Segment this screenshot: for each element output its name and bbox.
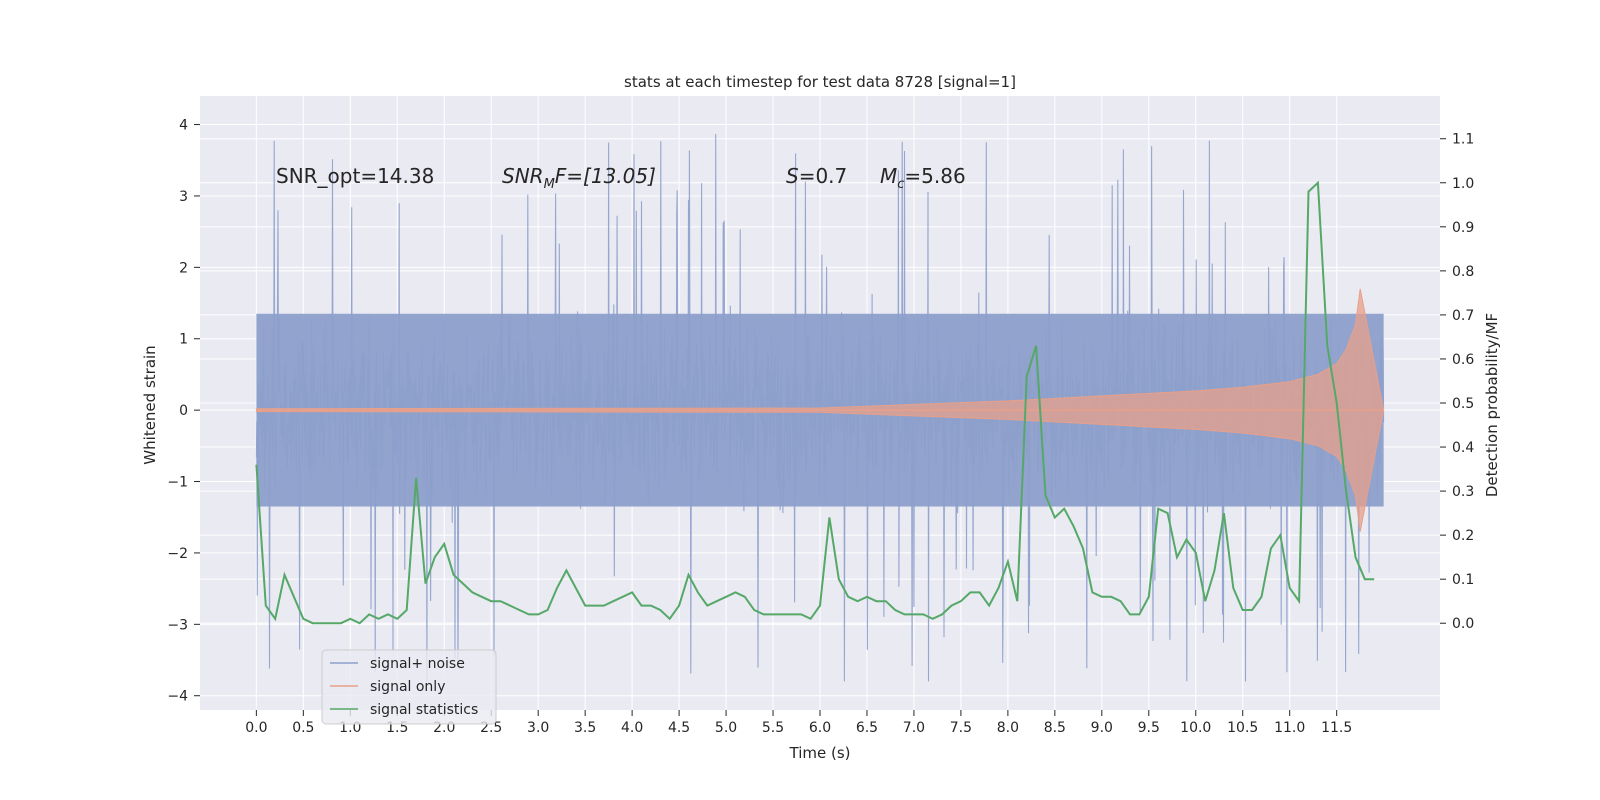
signal-noise-line (255, 133, 1385, 682)
signal-statistics-series (255, 180, 1375, 625)
x-tick-label: 8.5 (1044, 720, 1066, 736)
annotation-snr-opt: SNR_opt=14.38 (276, 164, 434, 188)
annotation-s: S=0.7 (786, 164, 847, 188)
y-right-tick-label: 0.9 (1452, 220, 1474, 236)
signal-statistics-line (255, 180, 1375, 625)
legend-box (321, 649, 497, 725)
x-tick-label: 5.5 (762, 720, 784, 736)
x-tick-label: 10.0 (1180, 720, 1211, 736)
annotation-snr-mf-subscript: M (544, 177, 555, 192)
x-tick-label: 9.0 (1091, 720, 1113, 736)
annotation-s-value: =0.7 (799, 164, 848, 188)
y-right-tick-label: 1.1 (1452, 132, 1474, 148)
y-right-tick-label: 0.1 (1452, 572, 1474, 588)
x-tick-label: 5.0 (715, 720, 737, 736)
legend: signal+ noise signal only signal statist… (321, 649, 497, 725)
y-right-tick-label: 0.8 (1452, 264, 1474, 280)
y-left-tick-label: −3 (167, 617, 188, 633)
annotation-snr-mf-symbol: SNR (502, 164, 544, 188)
y-left-tick-label: −2 (167, 546, 188, 562)
x-tick-label: 11.5 (1321, 720, 1352, 736)
y-left-tick-label: 2 (179, 260, 188, 276)
y-axis-left-label: Whitened strain (141, 345, 159, 464)
legend-label-signal-noise: signal+ noise (370, 656, 465, 672)
x-axis-label: Time (s) (789, 744, 851, 762)
y-left-tick-label: 0 (179, 403, 188, 419)
x-tick-label: 6.0 (809, 720, 831, 736)
y-right-tick-label: 0.4 (1452, 440, 1474, 456)
x-tick-label: 10.5 (1227, 720, 1258, 736)
y-right-tick-label: 1.0 (1452, 176, 1474, 192)
chart-title: stats at each timestep for test data 872… (624, 73, 1016, 91)
y-right-tick-label: 0.5 (1452, 396, 1474, 412)
y-axis-left: 4 3 2 1 0 −1 −2 −3 −4 (167, 118, 200, 705)
x-tick-label: 11.0 (1274, 720, 1305, 736)
x-tick-label: 6.5 (856, 720, 878, 736)
x-tick-label: 0.5 (292, 720, 314, 736)
annotation-snr-mf-value: F=[13.05] (555, 164, 656, 188)
legend-label-signal-statistics: signal statistics (370, 702, 478, 718)
y-left-tick-label: −4 (167, 689, 188, 705)
y-right-tick-label: 0.7 (1452, 308, 1474, 324)
y-left-tick-label: 4 (179, 118, 188, 134)
x-tick-label: 7.5 (950, 720, 972, 736)
x-tick-label: 4.0 (621, 720, 643, 736)
annotation-s-symbol: S (786, 164, 799, 188)
signal-only-series (255, 288, 1385, 532)
x-tick-label: 0.0 (245, 720, 267, 736)
annotation-snr-mf: SNRMF=[13.05] (502, 164, 656, 192)
y-right-tick-label: 0.0 (1452, 616, 1474, 632)
annotation-mc-symbol: M (880, 164, 897, 188)
legend-label-signal-only: signal only (370, 679, 445, 695)
y-right-tick-label: 0.6 (1452, 352, 1474, 368)
x-tick-label: 3.5 (574, 720, 596, 736)
y-axis-right-label: Detection probability/MF (1483, 313, 1501, 497)
x-tick-label: 9.5 (1138, 720, 1160, 736)
y-right-tick-label: 0.2 (1452, 528, 1474, 544)
annotation-mc-subscript: c (897, 177, 904, 192)
annotation-mc: Mc=5.86 (880, 164, 966, 192)
x-axis: 0.0 0.5 1.0 1.5 2.0 2.5 3.0 3.5 4.0 4.5 5.0 5.5 6.0 6… (245, 710, 1352, 736)
y-right-tick-label: 0.3 (1452, 484, 1474, 500)
annotation-mc-value: =5.86 (904, 164, 965, 188)
x-tick-label: 3.0 (527, 720, 549, 736)
y-axis-right: 1.1 1.0 0.9 0.8 0.7 0.6 0.5 0.4 0.3 0.2 0.1 0.0 (1440, 132, 1474, 632)
x-tick-label: 4.5 (668, 720, 690, 736)
y-left-tick-label: 3 (179, 189, 188, 205)
x-tick-label: 7.0 (903, 720, 925, 736)
y-left-tick-label: 1 (179, 332, 188, 348)
y-left-tick-label: −1 (167, 475, 188, 491)
x-tick-label: 8.0 (997, 720, 1019, 736)
